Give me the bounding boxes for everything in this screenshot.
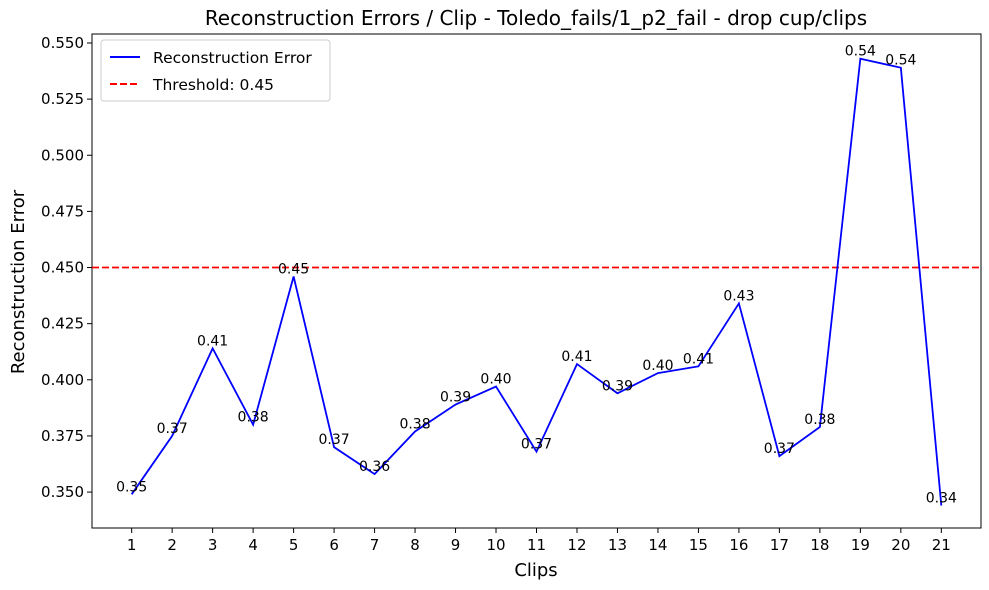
x-tick-label: 12 (567, 536, 586, 554)
x-tick-label: 2 (167, 536, 177, 554)
x-tick-label: 7 (370, 536, 380, 554)
x-tick-label: 20 (891, 536, 910, 554)
series-line-reconstruction-error (130, 57, 943, 506)
x-tick-label: 10 (486, 536, 505, 554)
legend: Reconstruction Error Threshold: 0.45 (100, 39, 331, 102)
x-tick-label: 8 (410, 536, 420, 554)
data-label: 0.39 (440, 390, 471, 406)
data-label: 0.39 (602, 378, 633, 394)
plot-area: 1 2 3 4 5 6 7 8 9 10 11 12 13 14 15 16 17 18 19 20 210.3500.… (41, 33, 982, 554)
x-axis-title: Clips (514, 560, 557, 581)
data-label: 0.37 (157, 421, 188, 437)
x-tick-label: 5 (289, 536, 299, 554)
x-tick-label: 4 (248, 536, 258, 554)
legend-label-threshold: Threshold: 0.45 (152, 76, 274, 94)
y-axis-title: Reconstruction Error (8, 189, 29, 374)
y-tick-label: 0.550 (41, 34, 84, 52)
x-tick-label: 3 (208, 536, 218, 554)
data-label: 0.43 (723, 288, 754, 304)
x-tick-label: 21 (932, 536, 951, 554)
legend-box (100, 39, 331, 102)
y-tick-label: 0.400 (41, 371, 84, 389)
data-label: 0.54 (885, 53, 916, 69)
data-label: 0.54 (845, 44, 876, 60)
x-tick-label: 16 (729, 536, 748, 554)
data-label: 0.41 (683, 351, 714, 367)
data-label: 0.36 (359, 459, 390, 475)
x-tick-label: 13 (608, 536, 627, 554)
data-label: 0.37 (521, 437, 552, 453)
axes-frame (91, 33, 982, 529)
x-tick-label: 17 (770, 536, 789, 554)
data-label: 0.37 (319, 432, 350, 448)
y-tick-label: 0.525 (41, 90, 84, 108)
x-tick-label: 14 (648, 536, 667, 554)
data-label: 0.41 (561, 349, 592, 365)
data-label: 0.40 (642, 358, 673, 374)
y-tick-label: 0.500 (41, 146, 84, 164)
x-tick-label: 15 (689, 536, 708, 554)
x-tick-label: 6 (329, 536, 339, 554)
y-tick-label: 0.450 (41, 259, 84, 277)
y-tick-label: 0.350 (41, 483, 84, 501)
x-tick-label: 19 (851, 536, 870, 554)
data-label: 0.41 (197, 333, 228, 349)
data-label: 0.37 (764, 441, 795, 457)
x-tick-label: 18 (810, 536, 829, 554)
chart-title: Reconstruction Errors / Clip - Toledo_fa… (205, 6, 867, 30)
y-tick-label: 0.375 (41, 427, 84, 445)
legend-label-reconstruction-error: Reconstruction Error (153, 49, 312, 67)
data-label: 0.38 (238, 410, 269, 426)
data-label: 0.38 (804, 412, 835, 428)
y-tick-label: 0.475 (41, 202, 84, 220)
data-label: 0.35 (116, 479, 147, 495)
x-tick-label: 1 (127, 536, 137, 554)
y-tick-label: 0.425 (41, 315, 84, 333)
x-tick-label: 9 (451, 536, 461, 554)
data-label: 0.38 (399, 416, 430, 432)
data-label: 0.40 (480, 372, 511, 388)
x-tick-label: 11 (527, 536, 546, 554)
data-label: 0.45 (278, 262, 309, 278)
data-label: 0.34 (926, 491, 957, 507)
